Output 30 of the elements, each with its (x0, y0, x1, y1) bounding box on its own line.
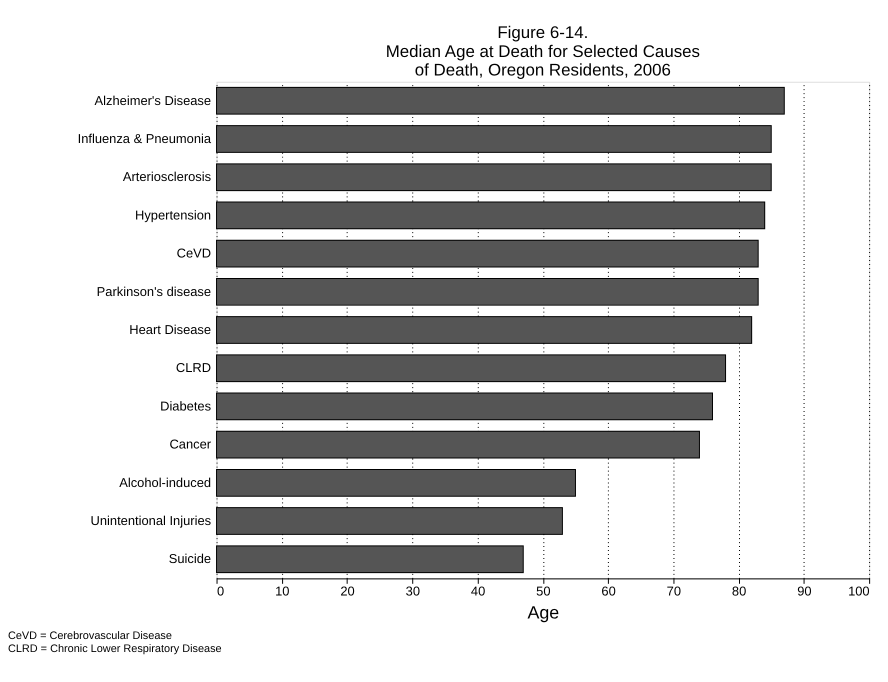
y-tick-label: Hypertension (135, 207, 212, 222)
x-axis-title: Age (527, 602, 560, 623)
x-tick-label: 20 (340, 584, 355, 599)
x-tick-label: 100 (848, 584, 870, 599)
y-tick-label: Alcohol-induced (119, 474, 212, 490)
text: CLRD = Chronic Lower Respiratory Disease (8, 642, 222, 655)
y-tick-label: CLRD (176, 360, 212, 376)
x-tick-label: 0 (217, 584, 224, 599)
y-tick-label: CeVD (176, 246, 212, 261)
y-tick-label: Parkinson's disease (96, 284, 212, 299)
x-tick-label: 90 (797, 584, 812, 599)
text: CeVD = Cerebrovascular Disease (8, 630, 172, 642)
x-tick-label: 40 (470, 584, 486, 599)
x-tick-label: 60 (601, 584, 616, 599)
y-tick-label: Cancer (169, 436, 212, 452)
x-tick-label: 50 (536, 584, 551, 599)
y-tick-label: Suicide (168, 551, 212, 566)
text: of Death, Oregon Residents, 2006 (414, 60, 671, 80)
x-tick-label: 80 (732, 584, 746, 599)
y-tick-label: Diabetes (160, 398, 212, 414)
y-tick-label: Heart Disease (129, 322, 212, 337)
text: Median Age at Death for Selected Causes (386, 42, 700, 61)
y-tick-label: Arteriosclerosis (122, 169, 212, 184)
y-tick-label: Influenza & Pneumonia (78, 130, 212, 146)
text: Figure 6-14. (497, 22, 588, 42)
x-tick-label: 70 (666, 584, 682, 599)
x-tick-label: 10 (275, 584, 290, 599)
y-tick-label: Alzheimer's Disease (94, 92, 212, 108)
y-tick-label: Unintentional Injuries (90, 513, 212, 528)
x-tick-label: 30 (406, 584, 420, 599)
